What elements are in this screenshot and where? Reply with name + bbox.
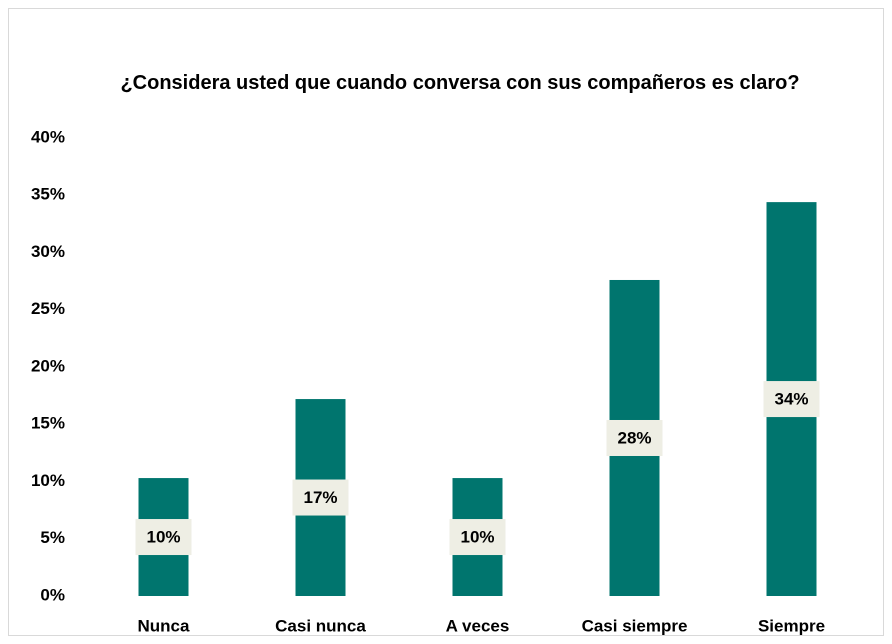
x-tick-label: Siempre xyxy=(758,616,825,635)
x-tick-label: A veces xyxy=(446,616,510,635)
data-label-box xyxy=(135,519,192,556)
x-tick-label: Casi nunca xyxy=(275,616,366,635)
y-tick-label: 35% xyxy=(31,185,65,204)
data-label-box xyxy=(763,381,820,418)
data-label: 28% xyxy=(617,428,651,447)
x-tick-label: Nunca xyxy=(138,616,191,635)
y-tick-label: 5% xyxy=(40,528,65,547)
y-tick-label: 10% xyxy=(31,471,65,490)
data-label: 10% xyxy=(146,528,180,547)
x-tick-label: Casi siempre xyxy=(582,616,688,635)
y-tick-label: 30% xyxy=(31,242,65,261)
y-tick-label: 15% xyxy=(31,414,65,433)
data-label-box xyxy=(292,479,349,516)
data-label: 17% xyxy=(303,488,337,507)
data-label-box xyxy=(449,519,506,556)
y-tick-label: 25% xyxy=(31,299,65,318)
y-tick-label: 20% xyxy=(31,356,65,375)
chart-title: ¿Considera usted que cuando conversa con… xyxy=(120,72,800,94)
y-tick-label: 0% xyxy=(40,585,65,604)
data-label: 34% xyxy=(774,390,808,409)
chart-frame xyxy=(8,8,884,636)
y-tick-label: 40% xyxy=(31,127,65,146)
data-label-box xyxy=(606,419,663,456)
data-label: 10% xyxy=(460,528,494,547)
